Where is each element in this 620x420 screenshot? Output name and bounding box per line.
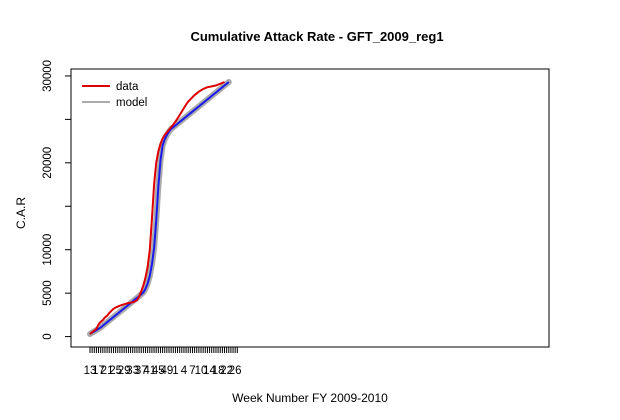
x-tick-label: 22 [220, 365, 233, 377]
x-tick-label: 37 [135, 365, 148, 377]
y-tick-label: 30000 [42, 60, 54, 92]
x-tick-label: 45 [152, 365, 165, 377]
y-tick-label: 5000 [42, 280, 54, 306]
series-data-line [89, 81, 225, 335]
legend-data-label: data [116, 81, 139, 93]
legend: data model [82, 81, 147, 109]
legend-model-label: model [116, 97, 147, 109]
chart-title: Cumulative Attack Rate - GFT_2009_reg1 [190, 29, 443, 44]
y-tick-label: 0 [42, 333, 54, 339]
y-tick-label: 10000 [42, 234, 54, 266]
x-tick-label: 13 [84, 365, 97, 377]
x-tick-label: 26 [229, 365, 242, 377]
series-model-band [87, 79, 232, 337]
x-tick-label: 25 [109, 365, 122, 377]
x-tick-label: 10 [195, 365, 208, 377]
x-tick-label: 49 [160, 365, 173, 377]
x-tick-label: 41 [143, 365, 156, 377]
plot-frame [70, 68, 550, 348]
x-tick-label: 17 [92, 365, 105, 377]
x-axis-label: Week Number FY 2009-2010 [232, 391, 388, 405]
x-tick-label: 21 [101, 365, 114, 377]
x-tick-label: 14 [203, 365, 216, 377]
x-tick-label: 4 [181, 365, 188, 377]
x-tick-label: 33 [126, 365, 139, 377]
series-layer [87, 79, 232, 337]
y-tick-label: 20000 [42, 147, 54, 179]
x-tick-label: 1 [172, 365, 178, 377]
y-axis-label: C.A.R [14, 197, 28, 229]
x-tick-label: 29 [118, 365, 131, 377]
x-tick-label: 18 [212, 365, 225, 377]
y-axis: 0 5000 10000 20000 30000 [42, 60, 71, 340]
series-model-line [89, 81, 230, 335]
x-tick-label: 7 [189, 365, 195, 377]
